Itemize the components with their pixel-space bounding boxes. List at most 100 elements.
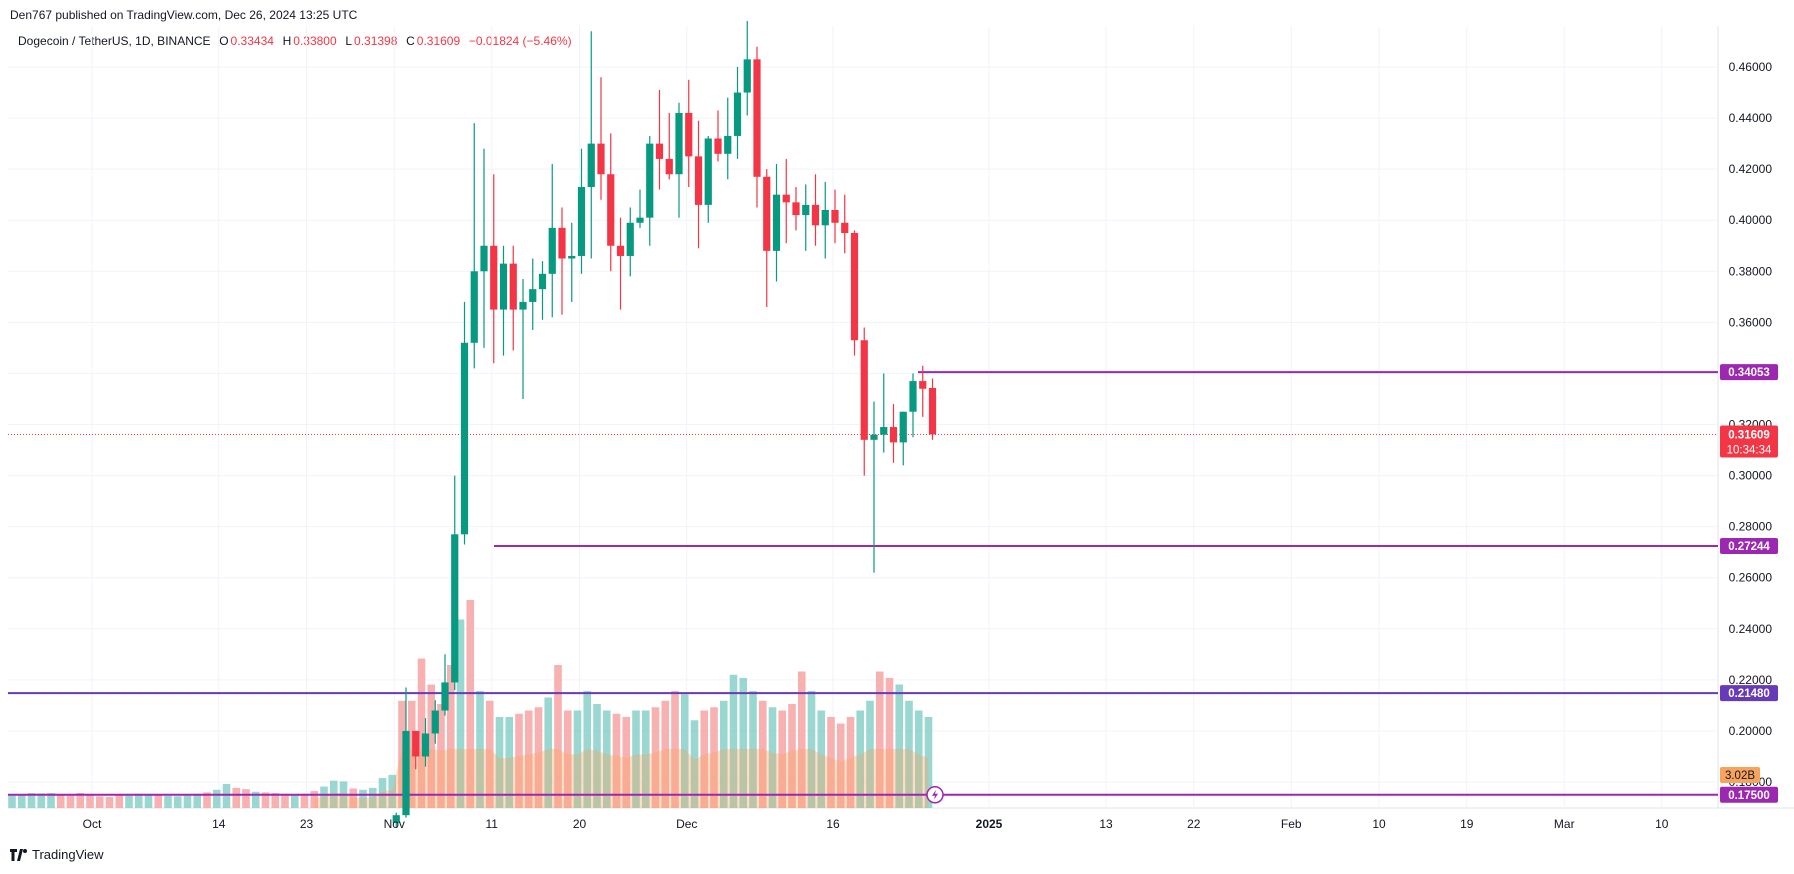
volume-bar xyxy=(885,678,894,808)
candle-body xyxy=(490,245,498,310)
volume-bar xyxy=(515,713,523,808)
candle-body xyxy=(870,434,878,440)
volume-bar xyxy=(778,710,787,808)
volume-bar xyxy=(95,796,104,808)
volume-bar xyxy=(310,791,319,808)
volume-bar xyxy=(17,795,26,808)
candle-body xyxy=(655,143,664,159)
candle-body xyxy=(831,210,839,223)
volume-bar xyxy=(281,793,289,808)
volume-bar xyxy=(212,789,221,808)
volume-bar xyxy=(836,723,845,808)
volume-bar xyxy=(232,787,241,808)
y-tick-label: 0.38000 xyxy=(1729,264,1773,278)
candle-body xyxy=(499,263,508,310)
volume-bar xyxy=(651,707,660,808)
candle-body xyxy=(772,194,781,251)
x-tick-label: 10 xyxy=(1655,817,1669,831)
volume-bar xyxy=(534,707,543,808)
volume-bar xyxy=(544,697,553,808)
volume-bar xyxy=(827,717,835,808)
volume-bar xyxy=(300,793,309,808)
volume-bar xyxy=(242,789,250,808)
volume-bar xyxy=(349,788,358,808)
candle-body xyxy=(451,534,459,683)
publisher-line: Den767 published on TradingView.com, Dec… xyxy=(10,8,358,22)
x-tick-label: 10 xyxy=(1372,817,1386,831)
volume-bar xyxy=(164,795,172,808)
volume-badge xyxy=(1720,767,1760,783)
last-price-label: 0.31609 xyxy=(1728,429,1770,441)
y-tick-label: 0.22000 xyxy=(1729,673,1773,687)
volume-bar xyxy=(729,674,738,808)
price-chart[interactable]: 0.46000 0.44000 0.42000 0.40000 0.38000 0.360… xyxy=(0,0,1794,840)
candle-body xyxy=(753,59,761,177)
level-badge-label: 0.34053 xyxy=(1728,367,1770,379)
candle-body xyxy=(421,733,430,757)
close-value: 0.31609 xyxy=(416,34,461,48)
volume-bar xyxy=(758,700,767,808)
y-tick-label: 0.28000 xyxy=(1729,520,1773,534)
volume-bar xyxy=(261,792,270,808)
candle-body xyxy=(597,143,605,175)
low-value: 0.31398 xyxy=(354,34,398,48)
volume-bar xyxy=(680,694,689,808)
volume-bar xyxy=(66,795,75,808)
change-value: −0.01824 (−5.46%) xyxy=(468,34,572,48)
candle-body xyxy=(685,112,693,157)
volume-bar xyxy=(671,691,679,808)
volume-bar xyxy=(456,619,465,808)
volume-bar xyxy=(495,717,504,808)
volume-bar xyxy=(47,793,55,808)
candle-body xyxy=(392,815,400,823)
volume-bar xyxy=(866,700,874,808)
volume-bar xyxy=(505,717,514,808)
candle-body xyxy=(480,245,488,272)
volume-bar xyxy=(427,684,436,808)
volume-bar xyxy=(173,796,182,808)
candle-body xyxy=(860,340,868,440)
last-price-badge xyxy=(1720,425,1778,458)
candle-body xyxy=(909,381,917,412)
volume-bar xyxy=(641,710,650,808)
volume-bar xyxy=(37,793,46,808)
time-axis[interactable]: Oct 14 23 Nov 11 20 Dec 16 2025 13 22 Feb 10 19 Mar 10 xyxy=(83,817,1669,831)
candle-body xyxy=(733,92,742,136)
candle-body xyxy=(704,138,712,205)
candle-body xyxy=(577,187,586,256)
open-label: O xyxy=(219,34,229,48)
open-value: 0.33434 xyxy=(230,34,274,48)
y-tick-label: 0.30000 xyxy=(1729,469,1773,483)
y-tick-label: 0.20000 xyxy=(1729,724,1773,738)
volume-bar xyxy=(203,792,211,808)
support-resistance-lines[interactable] xyxy=(8,371,1718,796)
volume-bar xyxy=(583,691,592,808)
candle-body xyxy=(431,710,439,734)
volume-bar xyxy=(378,778,387,808)
candle-body xyxy=(636,217,644,223)
tradingview-logo-icon xyxy=(10,848,27,861)
volume-bar xyxy=(622,717,631,808)
volume-bar xyxy=(924,717,933,808)
x-tick-label: Dec xyxy=(676,817,697,831)
candle-body xyxy=(850,232,859,341)
volume-bar xyxy=(368,787,377,808)
volume-bar xyxy=(710,707,718,808)
footer-brand[interactable]: TradingView xyxy=(10,847,104,862)
volume-bar xyxy=(905,700,913,808)
candle-body xyxy=(568,255,576,259)
price-axis[interactable]: 0.46000 0.44000 0.42000 0.40000 0.38000 0.360… xyxy=(1729,60,1773,789)
y-tick-label: 0.44000 xyxy=(1729,111,1773,125)
volume-bars xyxy=(8,600,933,808)
volume-bar xyxy=(407,700,416,808)
candle-body xyxy=(529,289,537,302)
volume-bar xyxy=(446,665,455,808)
x-tick-label: 14 xyxy=(212,817,226,831)
volume-bar xyxy=(125,795,133,808)
y-tick-label: 0.40000 xyxy=(1729,213,1773,227)
volume-bar xyxy=(749,691,757,808)
volume-ma-area xyxy=(314,749,929,808)
high-value: 0.33800 xyxy=(293,34,337,48)
candle-body xyxy=(724,135,732,154)
volume-bar xyxy=(76,793,85,808)
